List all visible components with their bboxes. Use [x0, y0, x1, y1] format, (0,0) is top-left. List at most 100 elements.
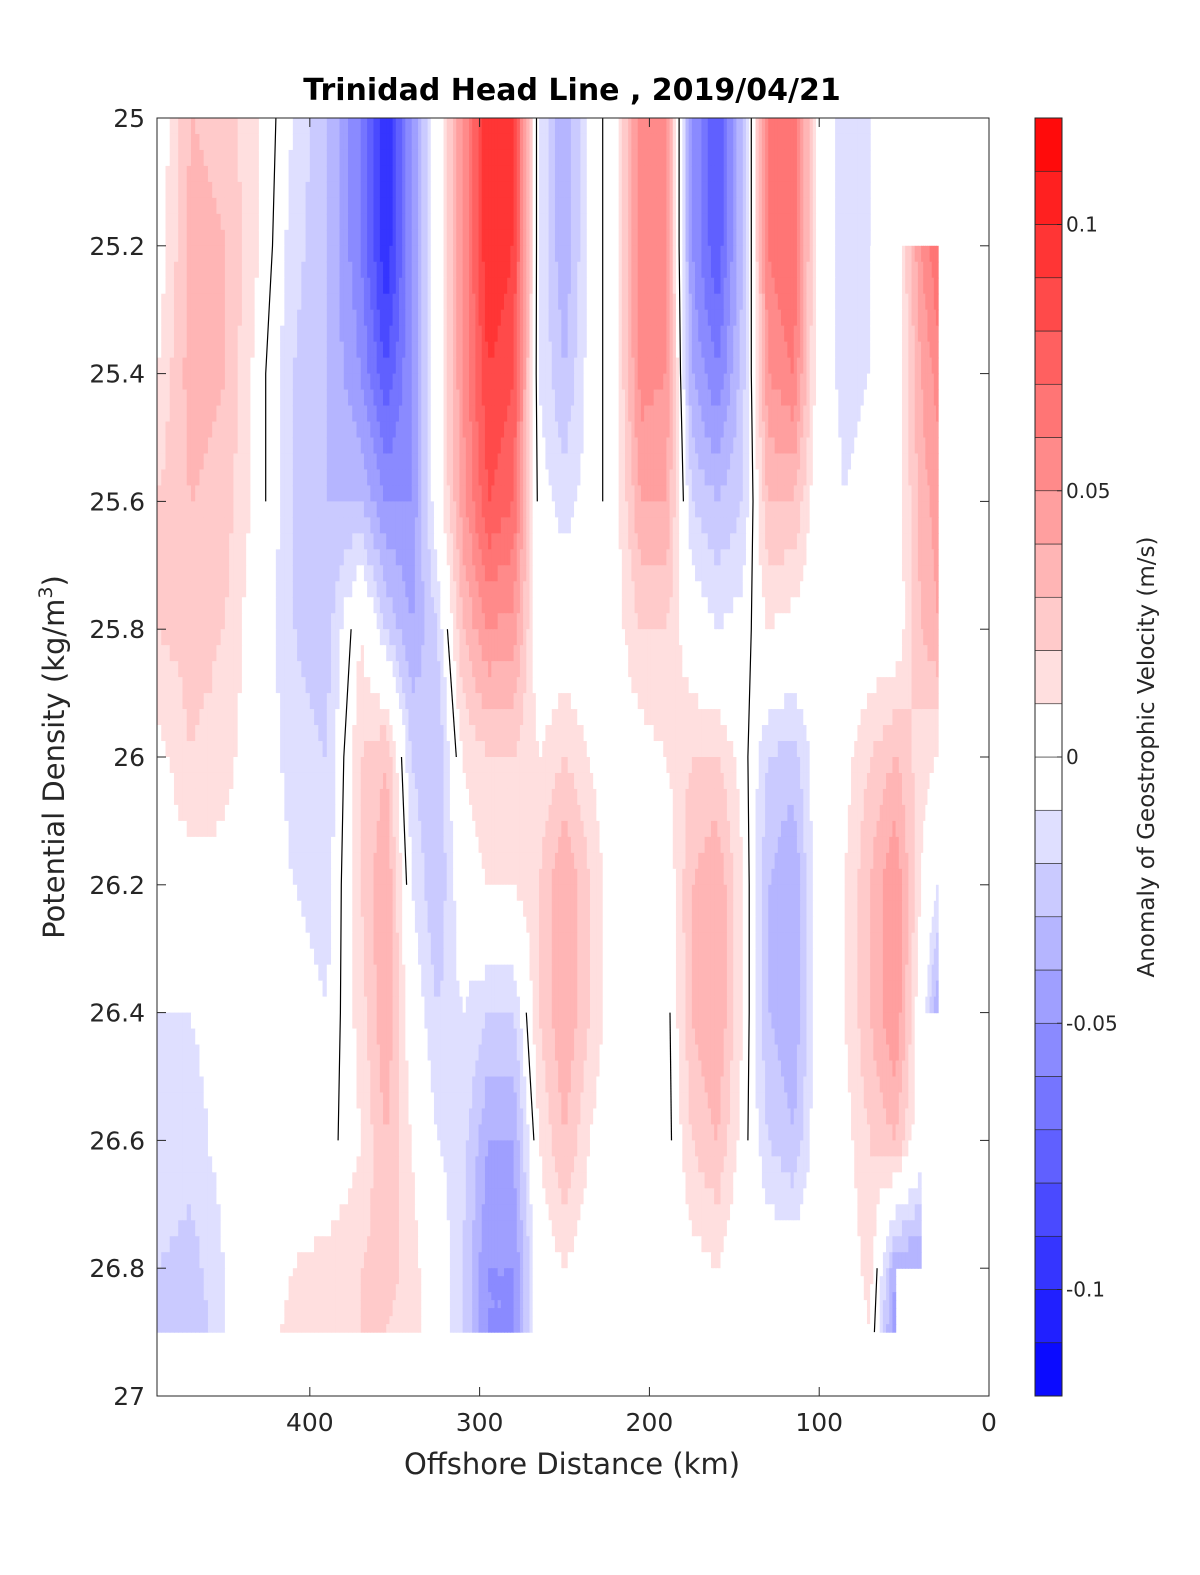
- contour-cell: [297, 182, 302, 199]
- contour-cell: [310, 246, 315, 263]
- contour-cell: [225, 118, 230, 135]
- contour-cell: [225, 294, 230, 311]
- contour-cell: [229, 438, 234, 455]
- contour-cell: [170, 342, 175, 359]
- contour-cell: [157, 453, 162, 470]
- contour-cell: [284, 342, 289, 359]
- contour-cell: [306, 485, 311, 502]
- contour-cell: [323, 422, 328, 439]
- contour-cell: [340, 230, 345, 247]
- contour-cell: [306, 374, 311, 391]
- contour-cell: [335, 182, 340, 199]
- contour-cell: [318, 278, 323, 295]
- contour-cell: [255, 182, 260, 199]
- contour-cell: [178, 230, 183, 247]
- contour-cell: [212, 214, 217, 231]
- contour-cell: [165, 358, 170, 375]
- contour-cell: [216, 150, 221, 167]
- contour-cell: [238, 358, 243, 375]
- contour-cell: [178, 485, 183, 502]
- contour-cell: [331, 166, 336, 183]
- contour-cell: [204, 198, 209, 215]
- contour-cell: [187, 230, 192, 247]
- contour-cell: [246, 294, 251, 311]
- contour-cell: [191, 406, 196, 423]
- contour-cell: [267, 198, 272, 215]
- contour-cell: [165, 214, 170, 231]
- contour-cell: [233, 422, 238, 439]
- contour-cell: [335, 166, 340, 183]
- contour-cell: [233, 198, 238, 215]
- contour-cell: [267, 485, 272, 502]
- plot-area: 400 300 200 100 0 2525.225.425.625.82626.226…: [89, 104, 997, 1437]
- contour-cell: [187, 326, 192, 343]
- contour-cell: [314, 198, 319, 215]
- contour-cell: [284, 438, 289, 455]
- contour-cell: [276, 166, 281, 183]
- contour-cell: [161, 358, 166, 375]
- contour-cell: [212, 342, 217, 359]
- contour-cell: [187, 342, 192, 359]
- contour-cell: [170, 453, 175, 470]
- contour-cell: [301, 214, 306, 231]
- contour-cell: [344, 134, 349, 151]
- contour-cell: [174, 230, 179, 247]
- contour-cell: [225, 326, 230, 343]
- contour-cell: [174, 390, 179, 407]
- contour-cell: [182, 326, 187, 343]
- contour-cell: [340, 374, 345, 391]
- contour-cell: [352, 406, 357, 423]
- contour-cell: [318, 326, 323, 343]
- contour-cell: [216, 485, 221, 502]
- contour-cell: [284, 262, 289, 279]
- contour-cell: [170, 214, 175, 231]
- contour-cell: [255, 438, 260, 455]
- contour-cell: [174, 469, 179, 486]
- contour-cell: [327, 230, 332, 247]
- contour-cell: [280, 246, 285, 263]
- contour-cell: [301, 358, 306, 375]
- contour-cell: [182, 390, 187, 407]
- contour-cell: [327, 342, 332, 359]
- contour-cell: [255, 469, 260, 486]
- contour-cell: [187, 182, 192, 199]
- contour-cell: [267, 438, 272, 455]
- contour-cell: [340, 422, 345, 439]
- contour-cell: [357, 214, 362, 231]
- contour-cell: [221, 310, 226, 327]
- contour-cell: [208, 134, 213, 151]
- contour-cell: [165, 150, 170, 167]
- contour-cell: [191, 150, 196, 167]
- contour-cell: [233, 134, 238, 151]
- contour-cell: [212, 326, 217, 343]
- contour-cell: [174, 438, 179, 455]
- contour-cell: [357, 310, 362, 327]
- contour-cell: [280, 438, 285, 455]
- contour-cell: [178, 374, 183, 391]
- contour-cell: [297, 230, 302, 247]
- contour-cell: [327, 118, 332, 135]
- contour-cell: [310, 198, 315, 215]
- contour-cell: [204, 358, 209, 375]
- contour-cell: [327, 278, 332, 295]
- contour-cell: [352, 262, 357, 279]
- contour-cell: [344, 390, 349, 407]
- contour-cell: [204, 230, 209, 247]
- contour-cell: [191, 278, 196, 295]
- contour-cell: [314, 118, 319, 135]
- contour-cell: [199, 198, 204, 215]
- contour-cell: [242, 469, 247, 486]
- contour-cell: [340, 358, 345, 375]
- contour-cell: [297, 118, 302, 135]
- contour-cell: [242, 438, 247, 455]
- contour-cell: [170, 262, 175, 279]
- contour-cell: [229, 198, 234, 215]
- contour-cell: [280, 262, 285, 279]
- contour-cell: [310, 422, 315, 439]
- contour-cell: [174, 166, 179, 183]
- contour-cell: [238, 294, 243, 311]
- contour-cell: [348, 198, 353, 215]
- contour-cell: [204, 246, 209, 263]
- contour-cell: [335, 342, 340, 359]
- contour-cell: [255, 453, 260, 470]
